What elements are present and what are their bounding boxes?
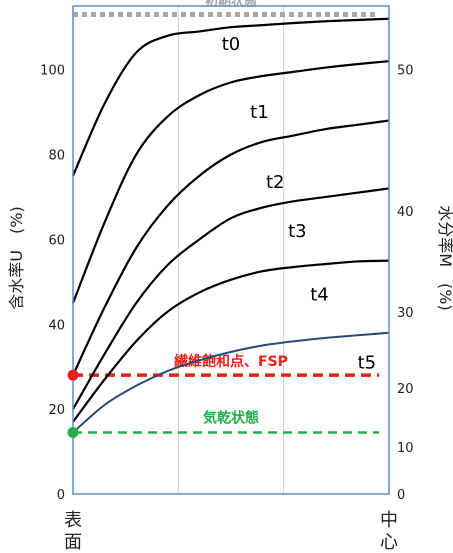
x-edge-label-left-char-1: 表 <box>64 510 82 531</box>
x-edge-label-left: 表面 <box>64 510 82 553</box>
x-edge-label-right-char-1: 中 <box>380 510 398 531</box>
series-label-t1: t1 <box>250 102 269 123</box>
reference-line-label-2: 繊維飽和点、FSP <box>174 353 288 370</box>
x-edge-label-right-char-2: 心 <box>380 532 398 553</box>
left-tick-label: 80 <box>48 149 65 164</box>
endpoint-marker-1 <box>67 369 79 381</box>
right-axis-title: 水分率M (%) <box>436 205 453 311</box>
right-tick-label: 0 <box>397 488 405 503</box>
series-label-t5: t5 <box>358 352 377 373</box>
x-edge-label-left-char-2: 面 <box>64 532 82 553</box>
tick-labels: 0 20 40 60 80 100 0 10 20 30 40 50 <box>40 64 413 503</box>
left-axis-title: 含水率U (%) <box>7 206 26 309</box>
endpoint-markers <box>67 369 79 438</box>
series-label-t4: t4 <box>310 285 329 306</box>
plot-frame <box>72 5 390 495</box>
series-label-t2: t2 <box>266 172 285 193</box>
left-tick-label: 20 <box>48 403 65 418</box>
reference-line-label-3: 気乾状態 <box>203 409 259 426</box>
right-tick-label: 10 <box>397 441 414 456</box>
left-tick-label: 40 <box>48 318 65 333</box>
series-line-t5 <box>72 331 390 434</box>
left-tick-label: 100 <box>40 64 65 79</box>
series-line-t1 <box>71 60 390 304</box>
right-tick-label: 30 <box>397 306 414 321</box>
series-label-t3: t3 <box>288 221 307 242</box>
series-lines <box>71 17 390 434</box>
left-tick-label: 0 <box>57 488 65 503</box>
series-line-t3 <box>72 187 390 410</box>
left-tick-label: 60 <box>48 233 65 248</box>
gridlines <box>177 6 285 494</box>
right-tick-label: 20 <box>397 382 414 397</box>
endpoint-marker-2 <box>67 426 79 438</box>
series-labels: t0 t1 t2 t3 t4 t5 <box>222 34 376 373</box>
reference-line-label-1: 初期状態 <box>205 0 257 9</box>
series-label-t0: t0 <box>222 34 241 55</box>
series-line-t0 <box>71 17 390 177</box>
x-edge-label-right: 中心 <box>380 510 398 553</box>
series-line-t2 <box>72 119 390 376</box>
right-tick-label: 40 <box>397 205 414 220</box>
right-tick-label: 50 <box>397 64 414 79</box>
series-line-t4 <box>72 259 390 423</box>
